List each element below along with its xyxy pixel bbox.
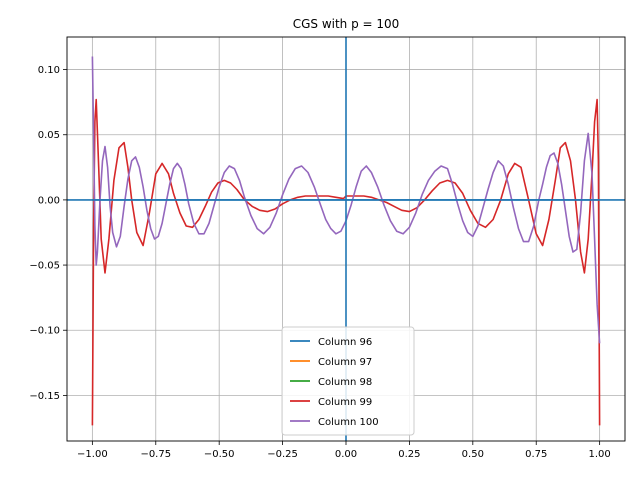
series-line <box>91 98 601 426</box>
legend-label: Column 99 <box>318 397 372 408</box>
x-tick-label: −0.75 <box>140 449 171 460</box>
x-tick-label: −1.00 <box>77 449 108 460</box>
x-tick-label: 1.00 <box>589 449 611 460</box>
legend-label: Column 97 <box>318 357 372 368</box>
legend-label: Column 100 <box>318 417 379 428</box>
x-tick-label: 0.00 <box>335 449 357 460</box>
y-tick-label: −0.10 <box>29 326 60 337</box>
chart-title: CGS with p = 100 <box>293 17 400 31</box>
x-tick-label: 0.50 <box>462 449 484 460</box>
y-tick-label: 0.10 <box>38 65 60 76</box>
y-tick-label: −0.15 <box>29 391 60 402</box>
x-tick-label: −0.25 <box>267 449 298 460</box>
legend-label: Column 96 <box>318 337 372 348</box>
x-tick-label: −0.50 <box>204 449 235 460</box>
ticks: −1.00 −0.75 −0.50 −0.25 0.00 0.25 0.50 0.75 1.00… <box>29 65 610 460</box>
series-line <box>91 56 601 344</box>
y-tick-label: 0.00 <box>38 195 60 206</box>
x-tick-label: 0.25 <box>398 449 420 460</box>
y-tick-label: 0.05 <box>38 130 60 141</box>
y-tick-label: −0.05 <box>29 261 60 272</box>
legend-box <box>281 326 415 436</box>
legend: Column 96 Column 97 Column 98 Column 99 Colu… <box>281 326 415 436</box>
legend-label: Column 98 <box>318 377 372 388</box>
x-tick-label: 0.75 <box>525 449 547 460</box>
